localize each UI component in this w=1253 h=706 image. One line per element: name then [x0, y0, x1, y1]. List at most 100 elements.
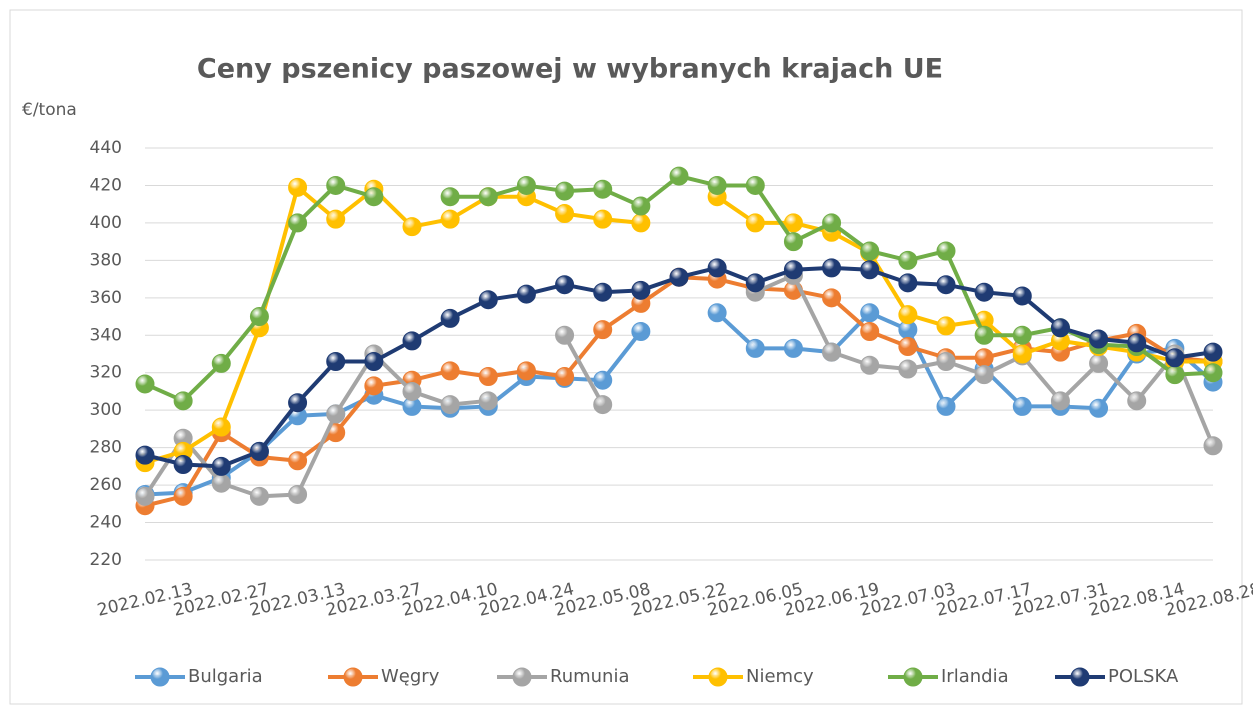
legend-marker: [343, 667, 363, 687]
data-point: [135, 445, 155, 465]
data-point: [822, 213, 842, 233]
data-point: [440, 308, 460, 328]
data-point: [555, 275, 575, 295]
legend-label: Rumunia: [550, 666, 630, 687]
data-point: [440, 187, 460, 207]
data-point: [1089, 329, 1109, 349]
data-point: [593, 370, 613, 390]
data-point: [211, 473, 231, 493]
y-tick-label: 240: [90, 513, 122, 533]
y-tick-label: 220: [90, 550, 122, 570]
data-point: [745, 338, 765, 358]
data-point: [288, 484, 308, 504]
y-tick-label: 260: [90, 475, 122, 495]
data-point: [555, 204, 575, 224]
y-tick-label: 440: [90, 138, 122, 158]
data-point: [516, 361, 536, 381]
data-point: [555, 366, 575, 386]
data-point: [1127, 391, 1147, 411]
data-point: [440, 361, 460, 381]
data-point: [1203, 363, 1223, 383]
data-point: [669, 166, 689, 186]
data-point: [1012, 344, 1032, 364]
data-point: [974, 325, 994, 345]
data-point: [516, 175, 536, 195]
data-point: [1050, 318, 1070, 338]
data-point: [593, 179, 613, 199]
legend-marker: [150, 667, 170, 687]
data-point: [1012, 396, 1032, 416]
data-point: [822, 288, 842, 308]
data-point: [249, 441, 269, 461]
data-point: [1203, 436, 1223, 456]
legend-label: Węgry: [381, 666, 440, 687]
chart-title: Ceny pszenicy paszowej w wybranych kraja…: [197, 54, 943, 85]
data-point: [1089, 353, 1109, 373]
legend-label: Niemcy: [746, 666, 814, 687]
y-tick-label: 380: [90, 250, 122, 270]
data-point: [288, 451, 308, 471]
data-point: [898, 337, 918, 357]
data-point: [478, 391, 498, 411]
legend-marker: [1070, 667, 1090, 687]
data-point: [898, 250, 918, 270]
data-point: [974, 348, 994, 368]
legend-label: Irlandia: [941, 666, 1009, 687]
y-tick-label: 400: [90, 213, 122, 233]
y-tick-label: 280: [90, 438, 122, 458]
data-point: [478, 290, 498, 310]
y-tick-label: 320: [90, 363, 122, 383]
data-point: [783, 338, 803, 358]
data-point: [288, 177, 308, 197]
data-point: [173, 486, 193, 506]
data-point: [898, 305, 918, 325]
data-point: [936, 316, 956, 336]
data-point: [364, 187, 384, 207]
data-point: [173, 391, 193, 411]
data-point: [860, 303, 880, 323]
legend-marker: [903, 667, 923, 687]
y-tick-label: 420: [90, 175, 122, 195]
data-point: [288, 213, 308, 233]
data-point: [326, 404, 346, 424]
data-point: [402, 217, 422, 237]
data-point: [745, 273, 765, 293]
data-point: [783, 213, 803, 233]
data-point: [364, 351, 384, 371]
data-point: [631, 280, 651, 300]
legend-label: Bulgaria: [188, 666, 263, 687]
data-point: [707, 303, 727, 323]
data-point: [593, 395, 613, 415]
data-point: [898, 273, 918, 293]
data-point: [364, 376, 384, 396]
data-point: [555, 325, 575, 345]
data-point: [555, 181, 575, 201]
data-point: [707, 258, 727, 278]
legend-marker: [708, 667, 728, 687]
data-point: [478, 366, 498, 386]
data-point: [593, 320, 613, 340]
data-point: [211, 417, 231, 437]
data-point: [936, 351, 956, 371]
data-point: [1089, 398, 1109, 418]
data-point: [326, 175, 346, 195]
data-point: [631, 213, 651, 233]
y-tick-label: 340: [90, 325, 122, 345]
data-point: [135, 486, 155, 506]
data-point: [860, 260, 880, 280]
data-point: [745, 175, 765, 195]
data-point: [974, 365, 994, 385]
y-tick-label: 360: [90, 288, 122, 308]
data-point: [974, 282, 994, 302]
data-point: [1165, 348, 1185, 368]
data-point: [326, 209, 346, 229]
data-point: [440, 209, 460, 229]
data-point: [593, 282, 613, 302]
data-point: [822, 342, 842, 362]
legend-marker: [512, 667, 532, 687]
data-point: [593, 209, 613, 229]
data-point: [288, 393, 308, 413]
data-point: [860, 355, 880, 375]
data-point: [898, 359, 918, 379]
